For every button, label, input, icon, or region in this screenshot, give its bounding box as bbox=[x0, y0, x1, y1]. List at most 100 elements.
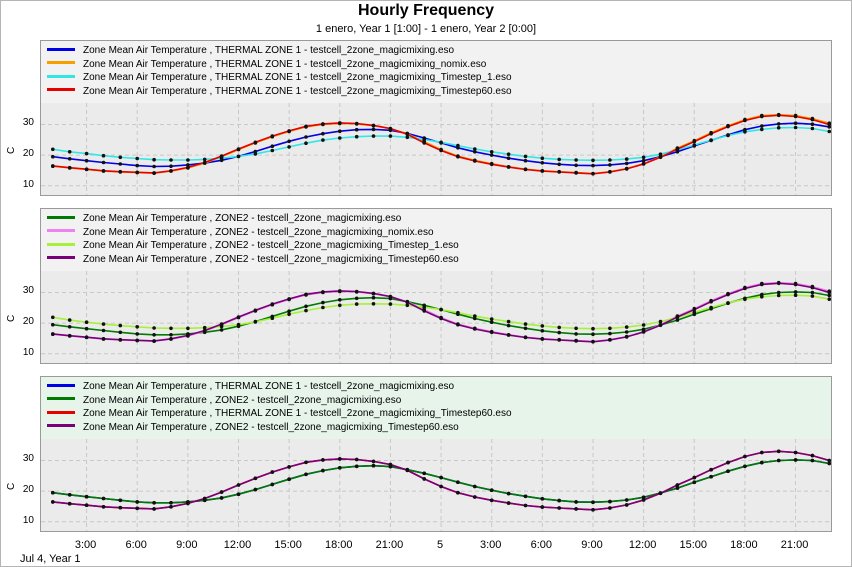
data-point bbox=[152, 333, 156, 337]
data-point bbox=[338, 457, 342, 461]
data-point bbox=[675, 318, 680, 322]
data-point bbox=[51, 147, 55, 152]
data-point bbox=[67, 501, 72, 506]
legend-entry: Zone Mean Air Temperature , ZONE2 - test… bbox=[47, 421, 459, 434]
data-point bbox=[101, 337, 106, 341]
data-point bbox=[473, 327, 477, 331]
data-point bbox=[67, 318, 72, 322]
data-point bbox=[422, 309, 427, 313]
legend-label: Zone Mean Air Temperature , ZONE2 - test… bbox=[83, 240, 459, 251]
data-point bbox=[439, 475, 443, 480]
data-point bbox=[169, 501, 173, 505]
y-tick-label: 20 bbox=[22, 148, 34, 160]
legend-swatch bbox=[47, 61, 75, 65]
data-point bbox=[489, 317, 494, 321]
data-point bbox=[371, 123, 376, 128]
data-point bbox=[776, 126, 781, 130]
data-point bbox=[641, 498, 646, 502]
legend-label: Zone Mean Air Temperature , THERMAL ZONE… bbox=[83, 45, 455, 56]
data-point bbox=[51, 500, 55, 504]
data-point bbox=[726, 133, 730, 138]
data-point bbox=[608, 506, 612, 510]
data-point bbox=[253, 152, 258, 156]
data-point bbox=[101, 328, 106, 333]
data-point bbox=[776, 113, 781, 118]
data-point bbox=[371, 291, 376, 296]
data-point bbox=[540, 161, 545, 165]
data-point bbox=[270, 316, 275, 320]
data-point bbox=[388, 126, 393, 131]
data-point bbox=[338, 136, 342, 140]
data-point bbox=[236, 492, 241, 496]
legend-swatch bbox=[47, 256, 75, 260]
data-point bbox=[456, 154, 460, 159]
data-point bbox=[422, 141, 427, 145]
data-point bbox=[624, 335, 629, 339]
data-point bbox=[506, 152, 511, 156]
legend-entry: Zone Mean Air Temperature , THERMAL ZONE… bbox=[47, 44, 454, 57]
data-point bbox=[540, 337, 545, 341]
data-point bbox=[338, 289, 342, 293]
data-point bbox=[287, 312, 291, 316]
y-tick-label: 20 bbox=[22, 484, 34, 496]
data-point bbox=[388, 462, 393, 467]
legend-label: Zone Mean Air Temperature , ZONE2 - test… bbox=[83, 394, 402, 406]
data-point bbox=[591, 172, 595, 176]
data-point bbox=[540, 497, 545, 501]
y-tick-label: 10 bbox=[22, 514, 34, 526]
data-point bbox=[473, 159, 477, 163]
data-point bbox=[118, 330, 123, 335]
data-point bbox=[287, 309, 291, 313]
data-point bbox=[827, 293, 831, 298]
data-point bbox=[523, 503, 528, 508]
y-tick-label: 30 bbox=[22, 117, 34, 129]
data-point bbox=[591, 163, 595, 168]
data-point bbox=[743, 297, 747, 301]
data-point bbox=[101, 496, 106, 501]
data-point bbox=[135, 170, 139, 175]
data-point bbox=[101, 505, 106, 509]
x-tick-label: 18:00 bbox=[325, 539, 353, 551]
data-point bbox=[456, 480, 460, 484]
data-point bbox=[118, 169, 123, 174]
data-point bbox=[776, 458, 781, 463]
data-point bbox=[51, 332, 55, 336]
data-point bbox=[641, 162, 646, 166]
data-point bbox=[523, 322, 528, 326]
data-point bbox=[523, 335, 528, 340]
data-point bbox=[574, 507, 578, 511]
data-point bbox=[186, 165, 190, 170]
data-point bbox=[371, 295, 376, 300]
x-tick-label: 6:00 bbox=[530, 539, 553, 551]
data-point bbox=[304, 472, 308, 477]
data-point bbox=[624, 325, 629, 329]
legend-entry: Zone Mean Air Temperature , ZONE2 - test… bbox=[47, 226, 434, 239]
data-point bbox=[591, 340, 595, 344]
legend-swatch bbox=[47, 215, 75, 219]
legend-label: Zone Mean Air Temperature , THERMAL ZONE… bbox=[83, 72, 512, 83]
data-point bbox=[169, 164, 173, 168]
data-point bbox=[439, 316, 443, 321]
legend-entry: Zone Mean Air Temperature , ZONE2 - test… bbox=[47, 239, 459, 252]
data-point bbox=[186, 163, 190, 167]
data-point bbox=[270, 302, 275, 306]
data-point bbox=[304, 141, 308, 145]
legend-swatch bbox=[47, 88, 75, 92]
data-point bbox=[118, 155, 123, 160]
chart-panel-3: Zone Mean Air Temperature , THERMAL ZONE… bbox=[40, 376, 832, 532]
data-point bbox=[506, 501, 511, 505]
x-tick-label: 3:00 bbox=[479, 539, 502, 551]
legend-label: Zone Mean Air Temperature , THERMAL ZONE… bbox=[83, 58, 487, 70]
data-point bbox=[793, 290, 798, 294]
data-point bbox=[506, 165, 511, 169]
data-point bbox=[270, 482, 275, 487]
data-point bbox=[270, 148, 275, 153]
data-point bbox=[810, 453, 815, 458]
chart-panel-1: Zone Mean Air Temperature , THERMAL ZONE… bbox=[40, 40, 832, 196]
data-point bbox=[67, 165, 72, 170]
data-point bbox=[591, 158, 595, 163]
data-point bbox=[810, 126, 815, 131]
data-point bbox=[84, 335, 89, 339]
data-point bbox=[135, 338, 139, 343]
data-point bbox=[489, 498, 494, 503]
